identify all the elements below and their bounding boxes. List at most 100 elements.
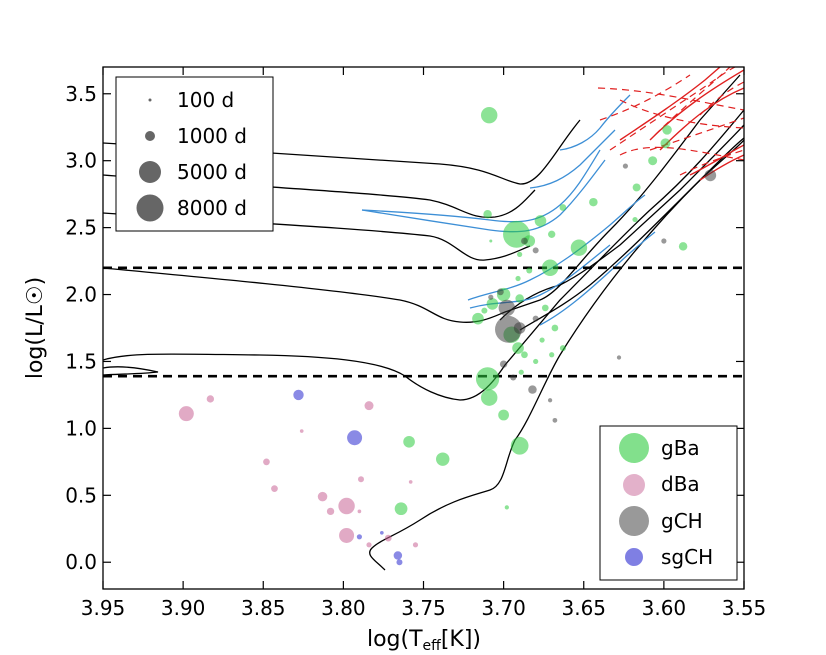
size-legend-marker-1000 <box>145 131 155 141</box>
size-legend-marker-8000 <box>136 194 164 222</box>
gch-point <box>498 299 516 317</box>
dba-point <box>299 429 304 433</box>
dba-point <box>339 527 355 543</box>
gba-point <box>662 125 672 135</box>
gch-point <box>510 374 517 381</box>
dba-point <box>364 401 374 411</box>
x-tick-label: 3.80 <box>321 596 366 620</box>
sgch-point <box>293 389 304 401</box>
gba-point <box>523 235 536 247</box>
x-tick-label: 3.70 <box>481 596 526 620</box>
gba-point <box>589 197 598 207</box>
y-axis-label: log(L/L☉) <box>23 277 48 379</box>
red-track-2 <box>599 74 691 121</box>
gba-point <box>515 294 524 303</box>
gba-point <box>483 209 492 219</box>
gch-point <box>497 288 504 296</box>
y-tick-label: 2.0 <box>65 283 97 307</box>
dba-point <box>326 507 335 516</box>
sgch-point <box>393 551 403 560</box>
y-tick-label: 0.5 <box>65 483 97 507</box>
red-track-5 <box>649 117 744 151</box>
gba-point <box>632 216 638 223</box>
red-solid-4 <box>699 154 744 181</box>
class-legend: gBa dBa gCH sgCH <box>599 425 738 581</box>
black-track-5-loop <box>103 366 159 376</box>
gch-point <box>704 169 717 182</box>
gch-point <box>532 315 539 322</box>
gba-point <box>486 298 499 310</box>
gba-point <box>489 239 493 243</box>
sgch-point <box>356 534 362 540</box>
gba-point <box>504 505 509 510</box>
gba-point <box>521 351 528 359</box>
black-track-7 <box>499 124 744 321</box>
x-axis-label-sub: eff <box>423 638 442 654</box>
y-tick-label: 0.0 <box>65 550 97 574</box>
size-legend-label-8000: 8000 d <box>177 196 247 220</box>
dba-point <box>317 491 328 502</box>
gba-point <box>548 230 556 238</box>
gch-point <box>661 238 667 244</box>
dba-point <box>357 509 362 514</box>
x-axis-label-tail: [K]) <box>441 627 481 652</box>
blue-track-5 <box>467 194 646 301</box>
gba-point <box>518 369 524 375</box>
red-track-9 <box>619 146 744 161</box>
dba-point <box>358 476 365 483</box>
gba-point <box>648 156 658 166</box>
gba-point <box>534 215 547 227</box>
blue-track-3 <box>529 129 616 189</box>
gba-point <box>551 324 559 332</box>
size-legend-label-5000: 5000 d <box>177 160 247 184</box>
blue-track-7 <box>539 231 656 326</box>
red-solid-5 <box>619 67 721 141</box>
gch-point <box>499 360 508 368</box>
gba-point <box>472 312 484 325</box>
x-tick-label: 3.65 <box>561 596 606 620</box>
class-legend-label-sgch: sgCH <box>661 545 713 569</box>
sgch-point <box>347 430 363 446</box>
red-dashed-tracks <box>597 67 744 176</box>
x-axis-label: log(Teff[K]) <box>367 627 481 654</box>
red-solid-1 <box>649 69 744 141</box>
size-legend-label-100: 100 d <box>177 88 234 112</box>
x-tick-label: 3.90 <box>161 596 206 620</box>
gch-point <box>616 355 622 360</box>
gba-point <box>480 389 498 406</box>
red-track-8 <box>654 67 731 136</box>
black-track-5 <box>103 109 744 401</box>
red-track-3 <box>609 67 736 151</box>
gba-point <box>660 138 671 149</box>
y-tick-label: 2.5 <box>65 216 97 240</box>
data-points <box>178 106 717 566</box>
sgch-point <box>379 530 384 535</box>
gba-point <box>512 342 524 354</box>
class-legend-label-dba: dBa <box>661 472 700 496</box>
gch-point <box>622 163 629 169</box>
x-tick-label: 3.75 <box>401 596 446 620</box>
gch-point <box>521 237 528 245</box>
gba-point <box>510 436 529 455</box>
class-legend-label-gch: gCH <box>661 509 703 533</box>
size-legend-label-1000: 1000 d <box>177 124 247 148</box>
x-tick-label: 3.55 <box>722 596 767 620</box>
y-tick-label: 3.0 <box>65 149 97 173</box>
x-tick-label: 3.85 <box>241 596 286 620</box>
gba-point <box>403 435 415 448</box>
gch-point <box>495 315 522 343</box>
dba-point <box>384 534 392 542</box>
dba-point <box>412 542 419 548</box>
red-solid-3 <box>689 144 744 176</box>
x-tick-label: 3.95 <box>81 596 126 620</box>
gba-point <box>541 259 559 276</box>
x-axis: 3.95 3.90 3.85 3.80 3.75 3.70 3.65 3.60 3.55 <box>81 67 767 620</box>
blue-track-4 <box>559 94 631 151</box>
dba-point <box>408 480 413 484</box>
y-tick-label: 1.5 <box>65 349 97 373</box>
class-legend-marker-gba <box>619 433 649 463</box>
gch-point <box>532 247 539 254</box>
red-track-6 <box>679 149 744 176</box>
gba-point <box>394 502 408 516</box>
gch-point <box>552 417 558 423</box>
